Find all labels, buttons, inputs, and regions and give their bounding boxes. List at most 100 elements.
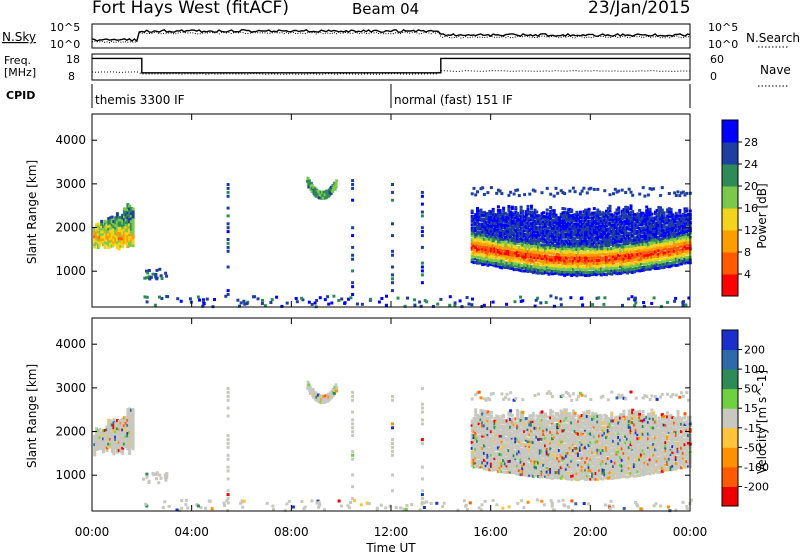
range-cell xyxy=(673,255,677,259)
range-cell xyxy=(683,253,687,257)
range-cell xyxy=(477,439,481,443)
range-cell xyxy=(517,421,521,425)
range-cell xyxy=(575,274,579,278)
range-cell xyxy=(119,239,123,243)
range-cell xyxy=(601,270,605,273)
range-cell xyxy=(587,207,591,211)
range-cell xyxy=(676,229,680,233)
range-cell xyxy=(545,439,549,442)
range-cell xyxy=(486,231,490,235)
range-cell xyxy=(502,240,506,244)
range-cell xyxy=(587,230,591,234)
range-cell xyxy=(526,236,530,240)
range-cell xyxy=(620,212,624,216)
range-cell xyxy=(510,422,514,426)
range-cell xyxy=(613,263,617,267)
range-cell xyxy=(578,231,582,234)
range-cell xyxy=(287,500,291,503)
range-cell xyxy=(599,225,603,228)
range-cell xyxy=(517,260,521,264)
range-cell xyxy=(509,264,513,268)
range-cell xyxy=(484,419,488,422)
range-cell xyxy=(676,190,680,194)
range-cell xyxy=(613,241,617,245)
range-cell xyxy=(309,181,313,185)
range-cell xyxy=(476,261,479,265)
range-cell xyxy=(517,256,521,260)
range-cell xyxy=(333,388,337,392)
range-cell xyxy=(128,420,132,424)
range-cell xyxy=(676,220,680,224)
range-cell xyxy=(496,211,500,215)
range-cell xyxy=(510,232,514,236)
range-cell xyxy=(575,248,579,251)
range-cell xyxy=(102,447,105,451)
range-cell xyxy=(491,442,495,446)
range-cell xyxy=(671,226,675,230)
range-cell xyxy=(549,217,553,221)
range-cell xyxy=(115,440,119,444)
range-cell xyxy=(474,450,478,454)
range-cell xyxy=(622,262,626,266)
range-cell xyxy=(531,425,535,429)
range-cell xyxy=(551,420,554,423)
range-cell xyxy=(551,459,554,462)
range-cell xyxy=(391,265,394,269)
range-cell xyxy=(482,421,486,425)
range-cell xyxy=(564,233,568,236)
range-cell xyxy=(175,508,179,512)
range-cell xyxy=(474,235,478,239)
range-cell xyxy=(592,256,596,260)
freq-panel-frame xyxy=(91,53,691,81)
range-cell xyxy=(179,299,183,303)
range-cell xyxy=(566,264,570,268)
range-cell xyxy=(634,257,638,261)
range-cell xyxy=(608,260,612,264)
range-cell xyxy=(603,246,607,250)
range-cell xyxy=(510,247,514,251)
range-cell xyxy=(484,217,488,221)
range-cell xyxy=(547,243,551,247)
range-cell xyxy=(657,242,661,246)
range-cell xyxy=(648,236,652,240)
range-cell xyxy=(615,239,619,243)
range-cell xyxy=(498,426,502,430)
range-cell xyxy=(114,427,118,431)
range-cell xyxy=(126,439,130,443)
range-cell xyxy=(355,302,359,306)
range-cell xyxy=(598,232,602,236)
range-cell xyxy=(105,221,109,224)
range-cell xyxy=(549,215,553,219)
range-cell xyxy=(619,225,622,229)
range-cell xyxy=(477,450,481,454)
range-cell xyxy=(128,241,132,245)
range-cell xyxy=(502,470,506,474)
range-cell xyxy=(131,441,135,445)
freq-label-line2: [MHz] xyxy=(4,66,36,79)
range-cell xyxy=(626,262,629,266)
range-cell xyxy=(533,256,537,260)
range-cell xyxy=(627,265,631,268)
range-cell xyxy=(129,227,133,231)
range-cell xyxy=(530,465,533,469)
range-cell xyxy=(481,449,485,453)
range-cell xyxy=(491,239,495,243)
range-cell xyxy=(493,454,497,458)
range-cell xyxy=(538,455,542,459)
range-cell xyxy=(666,225,670,229)
range-cell xyxy=(491,213,495,216)
range-cell xyxy=(184,503,188,507)
range-cell xyxy=(589,212,593,216)
range-cell xyxy=(676,257,680,261)
range-cell xyxy=(500,432,504,435)
range-cell xyxy=(626,259,629,263)
range-cell xyxy=(526,208,530,211)
range-cell xyxy=(516,226,520,230)
range-cell xyxy=(117,229,121,232)
range-cell xyxy=(351,293,355,296)
range-cell xyxy=(533,440,537,444)
range-cell xyxy=(500,443,504,447)
range-cell xyxy=(634,261,638,265)
range-cell xyxy=(542,269,546,273)
range-cell xyxy=(114,437,118,441)
